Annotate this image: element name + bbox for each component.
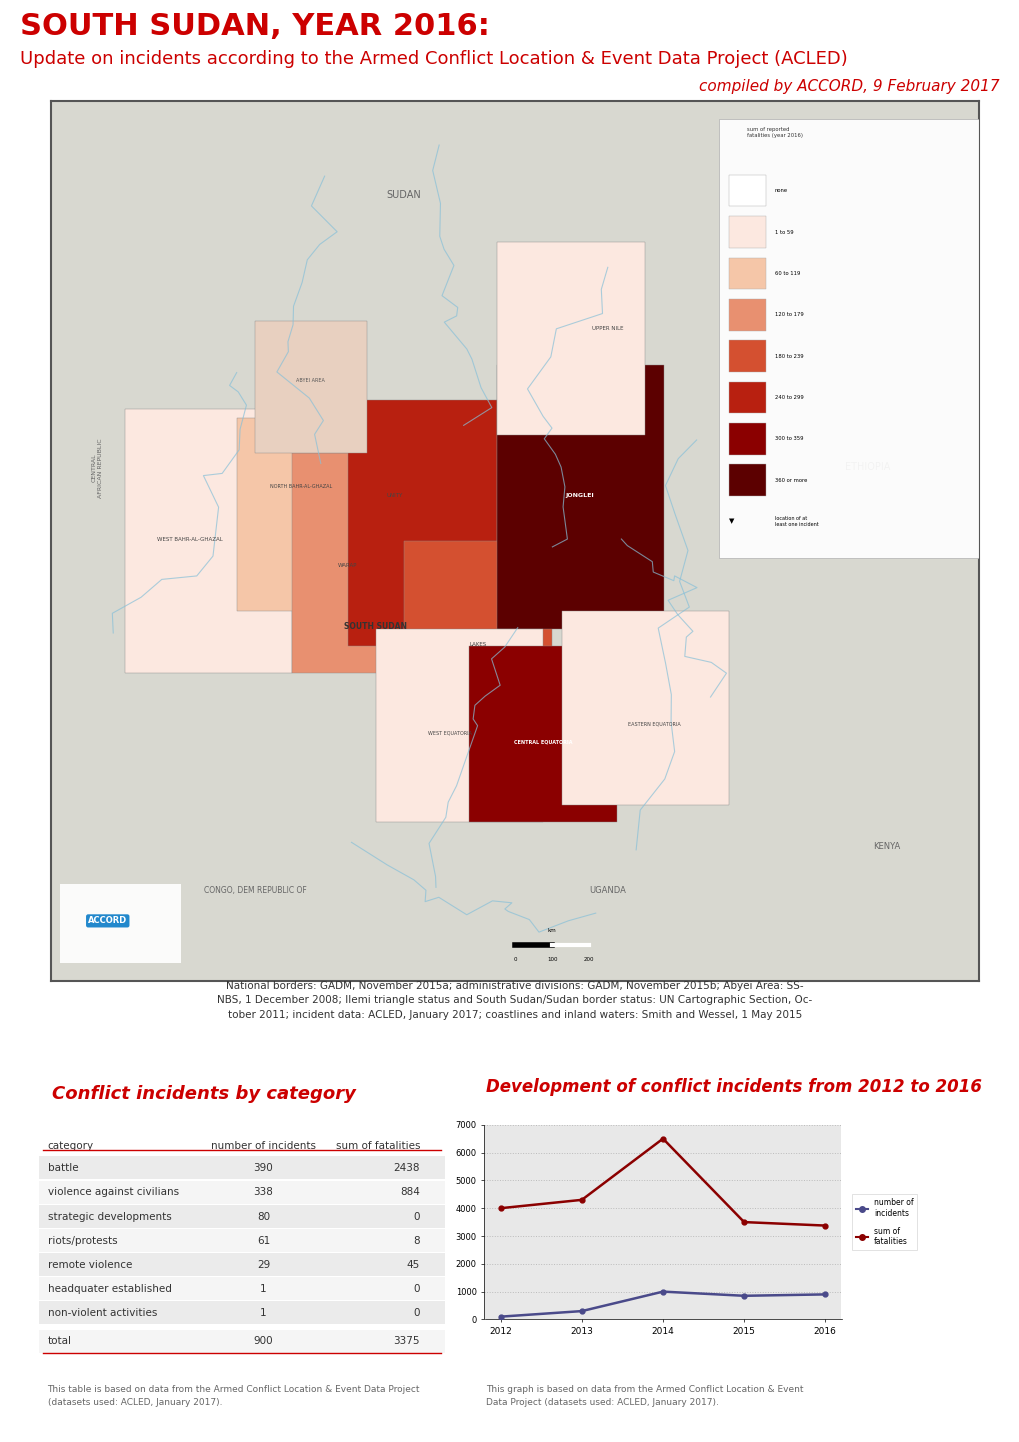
Bar (728, 174, 765, 206)
Bar (255, 322, 366, 453)
Bar (496, 365, 663, 629)
Text: CONGO, DEM REPUBLIC OF: CONGO, DEM REPUBLIC OF (204, 885, 307, 894)
Text: sum of fatalities: sum of fatalities (335, 1141, 420, 1151)
Bar (469, 646, 616, 822)
Text: number of incidents: number of incidents (211, 1141, 316, 1151)
Text: SUDAN: SUDAN (386, 190, 421, 199)
Text: Development of conflict incidents from 2012 to 2016: Development of conflict incidents from 2… (485, 1077, 981, 1096)
Text: 390: 390 (254, 1162, 273, 1172)
Text: 300 to 359: 300 to 359 (774, 437, 803, 441)
Text: ABYEI AREA: ABYEI AREA (297, 378, 325, 384)
Bar (728, 382, 765, 414)
Bar (39, 1253, 445, 1276)
Text: ▼: ▼ (728, 518, 734, 525)
Bar (728, 340, 765, 372)
Bar (39, 1330, 445, 1353)
Bar (728, 298, 765, 330)
Text: 200: 200 (584, 957, 594, 962)
Text: 0: 0 (413, 1283, 420, 1293)
Bar (39, 1301, 445, 1324)
Text: NORTH BAHR-AL-GHAZAL: NORTH BAHR-AL-GHAZAL (270, 485, 332, 489)
Bar (39, 1278, 445, 1301)
Bar (347, 399, 496, 646)
Text: 60 to 119: 60 to 119 (774, 271, 800, 275)
Text: EASTERN EQUATORIA: EASTERN EQUATORIA (628, 721, 680, 727)
Text: 2438: 2438 (393, 1162, 420, 1172)
Text: 900: 900 (254, 1335, 273, 1345)
Bar (728, 464, 765, 496)
Text: 100: 100 (546, 957, 557, 962)
Text: 29: 29 (257, 1259, 270, 1269)
Text: JONGLEI: JONGLEI (566, 493, 594, 497)
Bar (39, 1181, 445, 1204)
Text: 0: 0 (513, 957, 517, 962)
Bar (39, 1206, 445, 1229)
Text: 0: 0 (413, 1211, 420, 1221)
Text: 360 or more: 360 or more (774, 477, 807, 483)
Bar (718, 118, 978, 558)
Bar (496, 242, 644, 435)
Text: non-violent activities: non-violent activities (48, 1308, 157, 1318)
Bar (60, 884, 180, 963)
Text: 1 to 59: 1 to 59 (774, 229, 793, 235)
Text: 120 to 179: 120 to 179 (774, 311, 803, 317)
Text: 61: 61 (257, 1236, 270, 1246)
Bar (376, 629, 542, 822)
Text: km: km (547, 929, 556, 933)
Text: This table is based on data from the Armed Conflict Location & Event Data Projec: This table is based on data from the Arm… (48, 1384, 420, 1406)
Text: ACCORD: ACCORD (88, 916, 127, 926)
Text: 80: 80 (257, 1211, 270, 1221)
Text: CENTRAL EQUATORIA: CENTRAL EQUATORIA (514, 740, 572, 744)
Bar (292, 453, 422, 672)
Text: National borders: GADM, November 2015a; administrative divisions: GADM, November: National borders: GADM, November 2015a; … (217, 981, 812, 1019)
Bar (561, 611, 728, 805)
Text: UNITY: UNITY (386, 493, 403, 497)
Text: 240 to 299: 240 to 299 (774, 395, 803, 399)
Text: ETHIOPIA: ETHIOPIA (845, 463, 890, 473)
Text: 338: 338 (254, 1188, 273, 1197)
Text: battle: battle (48, 1162, 78, 1172)
Text: WARAP: WARAP (338, 564, 358, 568)
Bar (39, 1156, 445, 1180)
Legend: number of
incidents, sum of
fatalities: number of incidents, sum of fatalities (852, 1194, 916, 1250)
Text: 8: 8 (413, 1236, 420, 1246)
Text: SOUTH SUDAN, YEAR 2016:: SOUTH SUDAN, YEAR 2016: (20, 12, 490, 40)
Text: WEST EQUATORIA: WEST EQUATORIA (428, 730, 472, 735)
Text: strategic developments: strategic developments (48, 1211, 171, 1221)
Text: This graph is based on data from the Armed Conflict Location & Event
Data Projec: This graph is based on data from the Arm… (485, 1384, 803, 1406)
Text: headquater established: headquater established (48, 1283, 171, 1293)
Text: SOUTH SUDAN: SOUTH SUDAN (344, 622, 407, 630)
Text: total: total (48, 1335, 71, 1345)
Text: 180 to 239: 180 to 239 (774, 353, 803, 359)
Text: UPPER NILE: UPPER NILE (592, 326, 623, 330)
Bar (236, 418, 385, 611)
Bar (728, 216, 765, 248)
Text: location of at
least one incident: location of at least one incident (774, 516, 818, 526)
Text: 3375: 3375 (393, 1335, 420, 1345)
Text: KENYA: KENYA (872, 842, 899, 851)
Text: 884: 884 (399, 1188, 420, 1197)
Bar (728, 423, 765, 454)
Text: UGANDA: UGANDA (589, 885, 626, 894)
Text: 45: 45 (407, 1259, 420, 1269)
Text: LAKES: LAKES (469, 642, 486, 647)
Text: sum of reported
fatalities (year 2016): sum of reported fatalities (year 2016) (747, 127, 802, 138)
Text: WEST BAHR-AL-GHAZAL: WEST BAHR-AL-GHAZAL (157, 536, 223, 542)
Bar (125, 410, 292, 672)
Text: violence against civilians: violence against civilians (48, 1188, 178, 1197)
Bar (39, 1229, 445, 1252)
Text: Conflict incidents by category: Conflict incidents by category (52, 1084, 356, 1103)
Text: category: category (48, 1141, 94, 1151)
Text: compiled by ACCORD, 9 February 2017: compiled by ACCORD, 9 February 2017 (698, 79, 999, 94)
Text: none: none (774, 187, 788, 193)
Bar (728, 258, 765, 290)
Bar (404, 541, 551, 717)
Text: 1: 1 (260, 1283, 266, 1293)
Text: remote violence: remote violence (48, 1259, 131, 1269)
Text: 1: 1 (260, 1308, 266, 1318)
Text: 0: 0 (413, 1308, 420, 1318)
Text: CENTRAL
AFRICAN REPUBLIC: CENTRAL AFRICAN REPUBLIC (92, 438, 103, 497)
Text: Update on incidents according to the Armed Conflict Location & Event Data Projec: Update on incidents according to the Arm… (20, 50, 848, 68)
Text: riots/protests: riots/protests (48, 1236, 117, 1246)
